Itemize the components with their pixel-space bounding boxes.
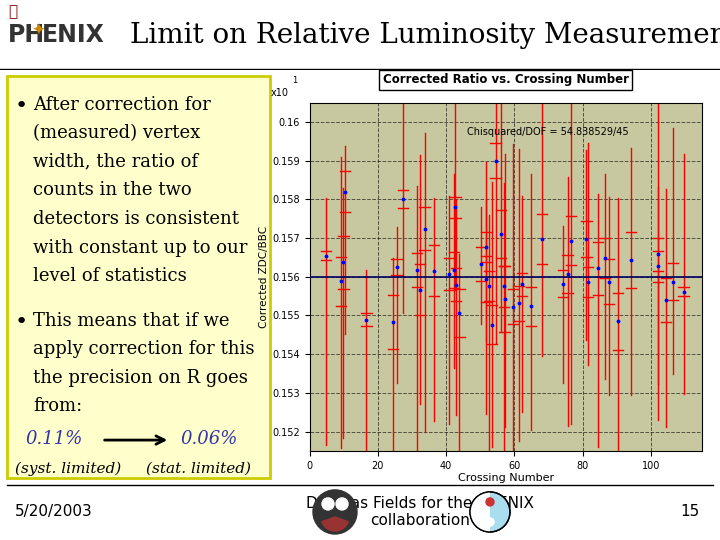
Text: 15: 15 <box>680 504 700 519</box>
Circle shape <box>313 490 357 534</box>
Text: Limit on Relative Luminosity Measurement: Limit on Relative Luminosity Measurement <box>130 22 720 49</box>
Text: 0.06%: 0.06% <box>181 430 238 448</box>
Text: detectors is consistent: detectors is consistent <box>34 210 240 228</box>
Text: After correction for: After correction for <box>34 96 211 114</box>
Text: 5/20/2003: 5/20/2003 <box>15 504 93 519</box>
Circle shape <box>486 498 494 506</box>
Text: counts in the two: counts in the two <box>34 181 192 199</box>
Text: x10: x10 <box>271 87 288 98</box>
Text: (syst. limited): (syst. limited) <box>15 462 122 476</box>
Text: (measured) vertex: (measured) vertex <box>34 124 201 142</box>
Text: Douglas Fields for the PHENIX
collaboration: Douglas Fields for the PHENIX collaborat… <box>306 496 534 528</box>
Text: the precision on R goes: the precision on R goes <box>34 369 248 387</box>
Text: from:: from: <box>34 397 83 415</box>
Text: 🦅: 🦅 <box>8 4 17 19</box>
Text: 1: 1 <box>292 77 297 85</box>
Text: (stat. limited): (stat. limited) <box>146 462 251 475</box>
Wedge shape <box>470 492 490 532</box>
Text: 0.11%: 0.11% <box>26 430 83 448</box>
Text: PH: PH <box>8 23 45 47</box>
Circle shape <box>322 498 334 510</box>
Text: width, the ratio of: width, the ratio of <box>34 153 199 171</box>
Text: ENIX: ENIX <box>42 23 105 47</box>
Text: level of statistics: level of statistics <box>34 267 187 285</box>
Text: with constant up to our: with constant up to our <box>34 239 248 256</box>
X-axis label: Crossing Number: Crossing Number <box>458 474 554 483</box>
Text: Chisquared/DOF = 54.838529/45: Chisquared/DOF = 54.838529/45 <box>467 127 628 137</box>
Text: ✦: ✦ <box>31 21 45 39</box>
Text: •: • <box>15 312 28 332</box>
Circle shape <box>486 518 494 526</box>
Text: apply correction for this: apply correction for this <box>34 340 255 359</box>
Text: This means that if we: This means that if we <box>34 312 230 330</box>
FancyBboxPatch shape <box>7 76 270 478</box>
Title: Corrected Ratio vs. Crossing Number: Corrected Ratio vs. Crossing Number <box>383 73 629 86</box>
Text: •: • <box>15 96 28 116</box>
Y-axis label: Corrected ZDC/BBC: Corrected ZDC/BBC <box>259 226 269 328</box>
Circle shape <box>336 498 348 510</box>
Circle shape <box>470 492 510 532</box>
Wedge shape <box>322 517 348 531</box>
